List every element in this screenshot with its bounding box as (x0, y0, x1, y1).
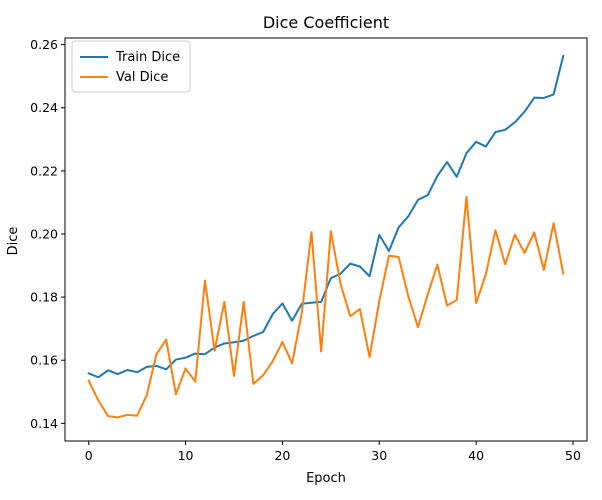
legend-box (71, 40, 191, 93)
y-tick-label: 0.18 (30, 290, 58, 305)
x-tick-label: 20 (274, 448, 290, 463)
legend: Train Dice Val Dice (71, 40, 191, 93)
x-axis-label: Epoch (306, 471, 346, 486)
y-tick-label: 0.20 (30, 226, 58, 241)
y-tick-label: 0.14 (30, 416, 58, 431)
y-tick-label: 0.24 (30, 100, 58, 115)
series-lines (87, 54, 565, 419)
y-tick-label: 0.26 (30, 37, 58, 52)
x-tick-label: 40 (468, 448, 484, 463)
x-tick-label: 30 (371, 448, 387, 463)
legend-label-val-dice: Val Dice (116, 70, 168, 85)
x-axis-ticks: 0 10 20 30 40 50 (85, 441, 581, 463)
y-axis-ticks: 0.14 0.16 0.18 0.20 0.22 0.24 0.26 (30, 37, 65, 431)
x-tick-label: 0 (85, 448, 93, 463)
y-axis-label: Dice (6, 227, 21, 256)
chart-title: Dice Coefficient (263, 13, 389, 32)
series-line-val-dice (87, 195, 565, 419)
x-tick-label: 10 (178, 448, 194, 463)
plot-area (64, 37, 588, 442)
x-tick-label: 50 (565, 448, 581, 463)
legend-label-train-dice: Train Dice (115, 50, 180, 65)
y-tick-label: 0.16 (30, 353, 58, 368)
axes-frame (64, 37, 588, 442)
y-tick-label: 0.22 (30, 163, 58, 178)
